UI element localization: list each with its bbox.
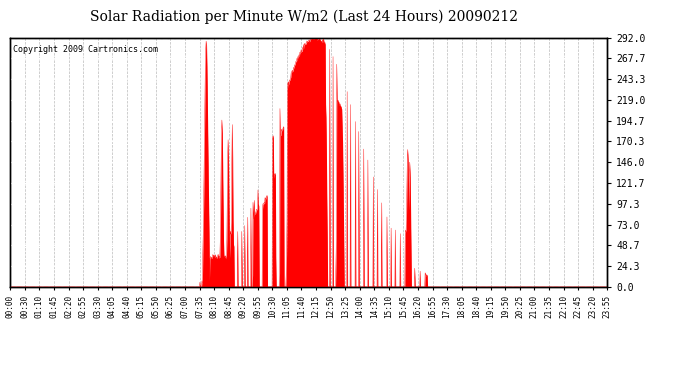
Text: Copyright 2009 Cartronics.com: Copyright 2009 Cartronics.com <box>13 45 158 54</box>
Text: Solar Radiation per Minute W/m2 (Last 24 Hours) 20090212: Solar Radiation per Minute W/m2 (Last 24… <box>90 9 518 24</box>
